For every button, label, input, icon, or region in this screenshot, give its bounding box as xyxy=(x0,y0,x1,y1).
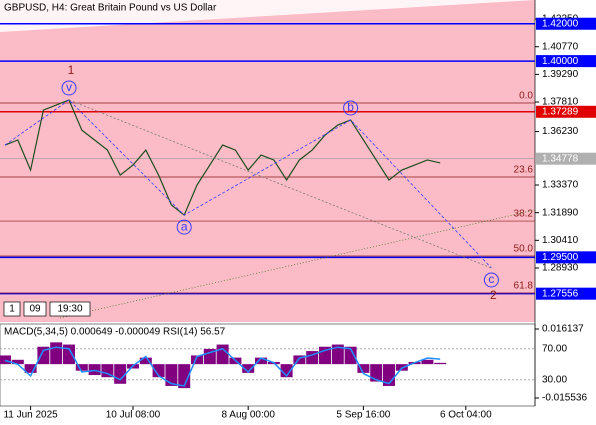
level-label: 1.40000 xyxy=(542,56,579,67)
y-tick-label: 1.30410 xyxy=(542,235,579,246)
level-box xyxy=(536,17,596,30)
wave-label: v xyxy=(66,80,72,94)
y-tick-label: 1.40770 xyxy=(542,41,579,52)
macd-bar xyxy=(37,346,50,365)
macd-tick-label: 0.016137 xyxy=(542,324,584,335)
trend-line xyxy=(59,209,536,319)
y-tick-label: 1.28930 xyxy=(542,263,579,274)
wave-line xyxy=(4,99,492,269)
indicator-title: MACD(5,34,5) 0.000649 -0.000049 RSI(14) … xyxy=(4,327,226,338)
macd-bar xyxy=(11,359,24,365)
macd-bar xyxy=(203,348,216,365)
x-tick-label: 6 Oct 04:00 xyxy=(440,410,492,421)
macd-bar xyxy=(242,364,255,373)
macd-bar xyxy=(101,364,114,378)
macd-bar xyxy=(88,364,101,376)
fib-label: 0.0 xyxy=(519,91,533,102)
wave-label: a xyxy=(181,219,188,233)
y-tick-label: 1.39290 xyxy=(542,69,579,80)
rsi-tick-label: 70.00 xyxy=(542,343,567,354)
macd-bar xyxy=(152,364,165,378)
x-tick-label: 10 Jul 08:00 xyxy=(106,410,161,421)
wave-circle xyxy=(176,219,192,235)
plot-bg xyxy=(0,0,535,322)
fib-label: 38.2 xyxy=(514,209,534,220)
period-label: 1 xyxy=(9,304,15,315)
level-label: 1.27556 xyxy=(542,288,579,299)
level-box xyxy=(536,55,596,68)
fib-label: 61.8 xyxy=(514,281,534,292)
rsi-tick-label: 30.00 xyxy=(542,374,567,385)
macd-bar xyxy=(24,364,37,373)
level-label: 1.29500 xyxy=(542,252,579,263)
macd-bar xyxy=(139,357,152,365)
macd-bar xyxy=(191,355,203,365)
macd-bar xyxy=(50,342,63,365)
macd-bar xyxy=(165,364,178,386)
macd-bar xyxy=(434,362,447,365)
period-box xyxy=(49,301,91,317)
level-label: 1.37289 xyxy=(542,106,579,117)
macd-bar xyxy=(357,364,370,373)
x-tick-label: 11 Jun 2025 xyxy=(3,410,58,421)
wave-outer-label: 1 xyxy=(68,63,75,77)
macd-bar xyxy=(331,344,344,365)
period-box xyxy=(23,301,47,317)
wave-label: b xyxy=(347,100,354,114)
wave-label: c xyxy=(488,272,494,286)
macd-bar xyxy=(344,346,357,365)
macd-bar xyxy=(370,364,383,382)
level-box xyxy=(536,105,596,118)
macd-bar xyxy=(75,364,88,371)
period-label: 19:30 xyxy=(57,304,82,315)
macd-bar xyxy=(63,344,75,365)
fib-label: 23.6 xyxy=(514,165,534,176)
fib-label: 50.0 xyxy=(514,244,534,255)
macd-bar xyxy=(114,364,127,384)
wave-circle xyxy=(483,272,499,288)
macd-bar xyxy=(280,364,293,378)
y-tick-label: 1.31890 xyxy=(542,207,579,218)
rsi-line xyxy=(4,346,441,387)
wave-circle xyxy=(61,80,77,96)
level-label: 1.42000 xyxy=(542,18,579,29)
macd-bar xyxy=(255,357,267,365)
wave-outer-label: 2 xyxy=(490,288,497,302)
x-tick-label: 8 Aug 00:00 xyxy=(222,410,276,421)
macd-bar xyxy=(421,359,434,365)
level-box xyxy=(536,251,596,264)
chart-title: GBPUSD, H4: Great Britain Pound vs US Do… xyxy=(4,3,217,14)
macd-bar xyxy=(178,364,191,389)
price-line xyxy=(4,99,441,217)
wave-circle xyxy=(343,100,359,116)
macd-tick-label: -0.015536 xyxy=(542,393,587,404)
macd-bar xyxy=(216,344,229,365)
current-box xyxy=(536,152,596,165)
x-tick-label: 5 Sep 16:00 xyxy=(336,410,390,421)
macd-bar xyxy=(293,355,306,365)
y-tick-label: 1.33370 xyxy=(542,180,579,191)
period-label: 09 xyxy=(29,304,41,315)
period-box xyxy=(3,301,21,317)
level-box xyxy=(536,287,596,300)
y-tick-label: 1.37810 xyxy=(542,97,579,108)
y-tick-label: 1.36230 xyxy=(542,126,579,137)
current-label: 1.34778 xyxy=(542,153,579,164)
